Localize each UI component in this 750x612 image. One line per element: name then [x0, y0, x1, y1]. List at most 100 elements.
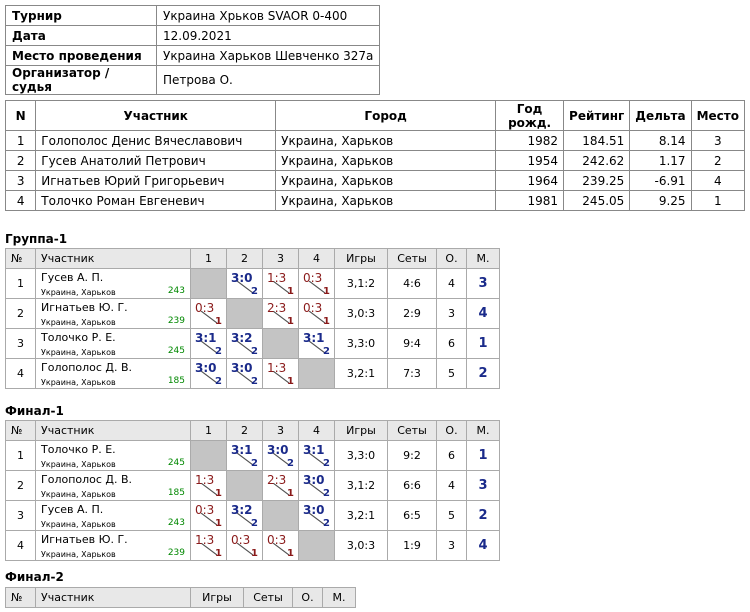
header-row: № Участник 1 2 3 4 Игры Сеты О. М. — [5, 420, 500, 441]
column-header: 4 — [298, 420, 335, 441]
participant-name: Голополос Д. В. — [41, 361, 133, 374]
participant: Толочко Р. Е. Украина, Харьков 245 — [35, 328, 191, 359]
match-result: 3:0 2 — [226, 358, 263, 389]
participant-rating: 245 — [167, 346, 185, 356]
info-label: Дата — [5, 25, 157, 46]
games: 3,1:2 — [334, 470, 388, 501]
group-row: 4 Игнатьев Ю. Г. Украина, Харьков 239 1:3 1 0:… — [5, 530, 500, 561]
info-row: Дата 12.09.2021 — [5, 25, 381, 46]
match-score: 3:0 — [231, 361, 253, 375]
header-row: № Участник 1 2 3 4 Игры Сеты О. М. — [5, 248, 500, 269]
self-cell — [262, 328, 299, 359]
match-points: 2 — [251, 346, 258, 357]
match-result: 1:3 1 — [190, 530, 227, 561]
match-score: 0:3 — [267, 533, 287, 547]
player-row: 2 Гусев Анатолий Петрович Украина, Харьков… — [4, 150, 746, 171]
match-points: 1 — [287, 286, 294, 297]
column-header: № — [5, 248, 36, 269]
points: 5 — [436, 358, 467, 389]
match-result: 3:0 2 — [226, 268, 263, 299]
match-result: 3:1 2 — [226, 440, 263, 471]
match-score: 3:2 — [231, 331, 253, 345]
match-points: 2 — [251, 286, 258, 297]
match-points: 2 — [323, 488, 330, 499]
row-number: 1 — [5, 440, 36, 471]
participant-rating: 185 — [167, 488, 185, 498]
sets: 6:6 — [387, 470, 437, 501]
column-header: Сеты — [387, 248, 437, 269]
info-value: Петрова О. — [155, 65, 381, 95]
match-points: 2 — [215, 346, 222, 357]
match-result: 3:0 2 — [262, 440, 299, 471]
match-points: 2 — [323, 346, 330, 357]
participant-city: Украина, Харьков — [41, 460, 116, 469]
participant-rating: 239 — [167, 548, 185, 558]
group-table: № Участник 1 2 3 4 Игры Сеты О. М. 1 Гусев А. П. Укр… — [5, 248, 500, 389]
participant-city: Украина, Харьков — [41, 550, 116, 559]
match-score: 2:3 — [267, 473, 287, 487]
match-score: 0:3 — [195, 301, 215, 315]
match-result: 0:3 1 — [262, 530, 299, 561]
match-result: 3:2 2 — [226, 328, 263, 359]
points: 5 — [436, 500, 467, 531]
match-points: 1 — [215, 518, 222, 529]
column-header: 3 — [262, 420, 299, 441]
column-header: Участник — [35, 100, 277, 131]
match-result: 3:0 2 — [298, 470, 335, 501]
match-result: 2:3 1 — [262, 470, 299, 501]
players-table: N Участник Город Год рожд. Рейтинг Дельта Мест… — [4, 100, 746, 211]
match-score: 1:3 — [267, 271, 287, 285]
cell: -6.91 — [629, 170, 692, 191]
participant-name: Игнатьев Ю. Г. — [41, 301, 128, 314]
info-table: Турнир Украина Хрьков SVAOR 0-400 Дата 12.0… — [5, 5, 381, 95]
match-points: 2 — [287, 458, 294, 469]
match-points: 1 — [323, 286, 330, 297]
match-points: 2 — [215, 376, 222, 387]
row-number: 4 — [5, 530, 36, 561]
sets: 9:4 — [387, 328, 437, 359]
info-label: Организатор / судья — [5, 65, 157, 95]
match-score: 3:0 — [303, 473, 325, 487]
points: 3 — [436, 530, 467, 561]
column-header: Рейтинг — [563, 100, 631, 131]
info-value: 12.09.2021 — [155, 25, 381, 46]
column-header: О. — [436, 420, 467, 441]
match-points: 1 — [215, 316, 222, 327]
match-score: 3:1 — [195, 331, 217, 345]
group-row: 2 Игнатьев Ю. Г. Украина, Харьков 239 0:3 1 2:… — [5, 298, 500, 329]
column-header: 4 — [298, 248, 335, 269]
place: 3 — [466, 268, 500, 299]
participant: Толочко Р. Е. Украина, Харьков 245 — [35, 440, 191, 471]
participant-name: Голополос Д. В. — [41, 473, 133, 486]
match-score: 3:2 — [231, 503, 253, 517]
cell: 3 — [690, 130, 746, 151]
column-header: 2 — [226, 420, 263, 441]
match-points: 1 — [215, 488, 222, 499]
cell: Толочко Роман Евгеневич — [35, 190, 277, 211]
column-header: Год рожд. — [495, 100, 565, 131]
column-header: Дельта — [629, 100, 692, 131]
participant-name: Игнатьев Ю. Г. — [41, 533, 128, 546]
header-row: № Участник Игры Сеты О. М. — [5, 587, 356, 608]
cell: 245.05 — [563, 190, 631, 211]
match-result: 1:3 1 — [262, 358, 299, 389]
player-row: 4 Толочко Роман Евгеневич Украина, Харьков… — [4, 190, 746, 211]
match-score: 3:0 — [195, 361, 217, 375]
cell: Украина, Харьков — [275, 130, 497, 151]
match-result: 3:0 2 — [298, 500, 335, 531]
column-header: N — [4, 100, 37, 131]
cell: 1981 — [495, 190, 565, 211]
column-header: М. — [466, 420, 500, 441]
info-label: Турнир — [5, 5, 157, 26]
column-header: Сеты — [243, 587, 293, 608]
cell: 2 — [690, 150, 746, 171]
sets: 7:3 — [387, 358, 437, 389]
games: 3,2:1 — [334, 358, 388, 389]
match-score: 3:0 — [267, 443, 289, 457]
sets: 2:9 — [387, 298, 437, 329]
match-result: 3:2 2 — [226, 500, 263, 531]
cell: 1982 — [495, 130, 565, 151]
player-row: 1 Голополос Денис Вячеславович Украина, Ха… — [4, 130, 746, 151]
match-score: 1:3 — [195, 473, 215, 487]
